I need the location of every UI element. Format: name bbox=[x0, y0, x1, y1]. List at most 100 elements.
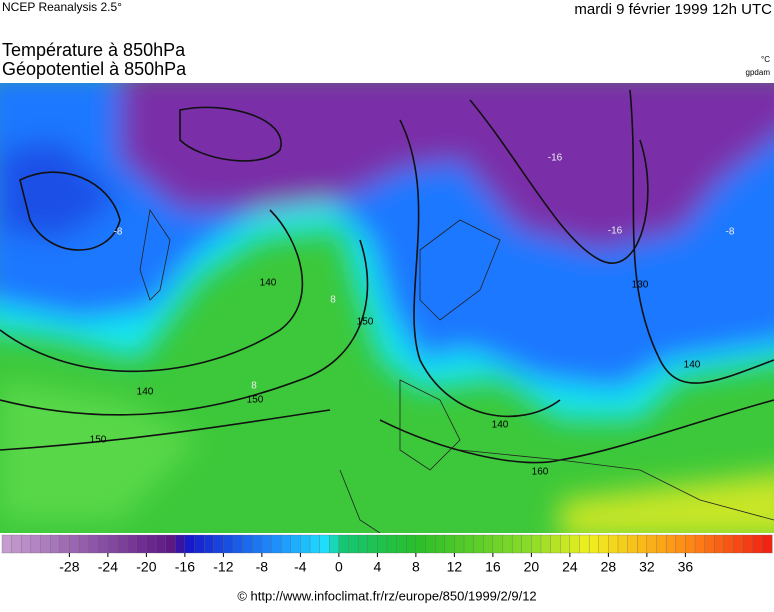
colorbar-cell bbox=[319, 534, 330, 554]
colorbar-tick-label: 4 bbox=[373, 559, 381, 575]
colorbar-cell bbox=[175, 534, 186, 554]
colorbar-cell bbox=[194, 534, 205, 554]
title: Géopotentiel à 850hPa bbox=[2, 59, 187, 79]
colorbar-tick-label: 8 bbox=[412, 559, 420, 575]
colorbar-cell bbox=[165, 534, 176, 554]
colorbar-cell bbox=[396, 534, 407, 554]
colorbar-cell bbox=[752, 534, 763, 554]
contour-label: 130 bbox=[632, 280, 649, 291]
colorbar-cell bbox=[309, 534, 321, 554]
colorbar-cell bbox=[723, 534, 734, 554]
contour-label: 150 bbox=[90, 435, 107, 446]
colorbar-cell bbox=[579, 534, 590, 554]
colorbar-cell bbox=[338, 534, 349, 554]
colorbar-tick-label: -4 bbox=[294, 559, 307, 575]
colorbar-cell bbox=[415, 534, 426, 554]
colorbar-cell bbox=[425, 534, 436, 554]
colorbar-cell bbox=[733, 534, 744, 554]
colorbar-cell bbox=[59, 534, 70, 554]
colorbar-cell bbox=[560, 534, 571, 554]
colorbar-cell bbox=[88, 534, 99, 554]
map: 150 140 150 140 130 140 150 160 -16 -16 -8 -8 8 8 140 bbox=[0, 83, 774, 533]
colorbar-cell bbox=[434, 534, 446, 554]
colorbar-cell bbox=[69, 534, 80, 554]
colorbar-cell bbox=[550, 534, 561, 554]
colorbar-cell bbox=[540, 534, 552, 554]
colorbar-cell bbox=[569, 534, 580, 554]
colorbar-cell bbox=[521, 534, 532, 554]
colorbar-cell bbox=[155, 534, 167, 554]
contour-label: 140 bbox=[684, 360, 701, 371]
colorbar-cell bbox=[377, 534, 388, 554]
colorbar-cell bbox=[386, 534, 398, 554]
colorbar-cell bbox=[444, 534, 455, 554]
colorbar-cell bbox=[742, 534, 754, 554]
colorbar-cell bbox=[646, 534, 657, 554]
contour-label: 150 bbox=[357, 317, 374, 328]
colorbar-cell bbox=[714, 534, 725, 554]
colorbar-cell bbox=[637, 534, 648, 554]
colorbar-cell bbox=[675, 534, 686, 554]
unit: gpdam bbox=[746, 68, 771, 77]
colorbar-cell bbox=[502, 534, 513, 554]
colorbar-cell bbox=[280, 534, 292, 554]
colorbar-cell bbox=[146, 534, 157, 554]
colorbar-tick-label: -12 bbox=[213, 559, 233, 575]
colorbar-cell bbox=[656, 534, 667, 554]
colorbar-cell bbox=[492, 534, 503, 554]
contour-label: -8 bbox=[114, 227, 123, 238]
footer: © http://www.infoclimat.fr/rz/europe/850… bbox=[237, 588, 536, 603]
colorbar-cell bbox=[608, 534, 619, 554]
source: NCEP Reanalysis 2.5° bbox=[2, 0, 122, 14]
colorbar-tick-label: -16 bbox=[175, 559, 195, 575]
colorbar-tick-label: -28 bbox=[59, 559, 79, 575]
colorbar-cell bbox=[78, 534, 90, 554]
colorbar-cell bbox=[473, 534, 484, 554]
colorbar-tick-label: -24 bbox=[98, 559, 118, 575]
colorbar-tick-label: 12 bbox=[447, 559, 463, 575]
colorbar-cell bbox=[271, 534, 282, 554]
colorbar-cell bbox=[406, 534, 417, 554]
contour-label: -16 bbox=[548, 153, 563, 164]
contour-label: 8 bbox=[251, 381, 257, 392]
contour-label: 140 bbox=[492, 420, 509, 431]
colorbar-tick-label: 36 bbox=[678, 559, 694, 575]
colorbar-cell bbox=[704, 534, 715, 554]
colorbar-cell bbox=[203, 534, 215, 554]
contour-label: 140 bbox=[137, 387, 154, 398]
colorbar-tick-label: 28 bbox=[601, 559, 617, 575]
colorbar-cell bbox=[290, 534, 301, 554]
colorbar-tick-label: -8 bbox=[256, 559, 269, 575]
title: Température à 850hPa bbox=[2, 40, 186, 60]
contour-label: -8 bbox=[726, 227, 735, 238]
colorbar-cell bbox=[367, 534, 378, 554]
date: mardi 9 février 1999 12h UTC bbox=[574, 1, 772, 18]
colorbar-cell bbox=[223, 534, 234, 554]
colorbar-cell bbox=[30, 534, 41, 554]
colorbar-cell bbox=[49, 534, 61, 554]
colorbar-tick-label: 32 bbox=[639, 559, 655, 575]
colorbar-cell bbox=[357, 534, 369, 554]
colorbar-cell bbox=[348, 534, 359, 554]
colorbar-cell bbox=[136, 534, 147, 554]
colorbar-cell bbox=[242, 534, 253, 554]
colorbar-tick-label: 24 bbox=[562, 559, 578, 575]
colorbar-cell bbox=[483, 534, 494, 554]
contour-label: 160 bbox=[532, 467, 549, 478]
colorbar-cell bbox=[261, 534, 272, 554]
colorbar-cell bbox=[232, 534, 244, 554]
colorbar-cell bbox=[40, 534, 51, 554]
colorbar-cell bbox=[1, 534, 13, 554]
colorbar-cell bbox=[694, 534, 706, 554]
colorbar-tick-label: -20 bbox=[136, 559, 156, 575]
contour-label: 8 bbox=[330, 295, 336, 306]
colorbar-cell bbox=[454, 534, 465, 554]
colorbar-cell bbox=[685, 534, 696, 554]
colorbar-cell bbox=[184, 534, 195, 554]
colorbar-cell bbox=[598, 534, 609, 554]
contour-label: 140 bbox=[260, 278, 277, 289]
colorbar-cell bbox=[126, 534, 138, 554]
colorbar-cell bbox=[107, 534, 118, 554]
colorbar-cell bbox=[463, 534, 475, 554]
colorbar-cell bbox=[665, 534, 677, 554]
